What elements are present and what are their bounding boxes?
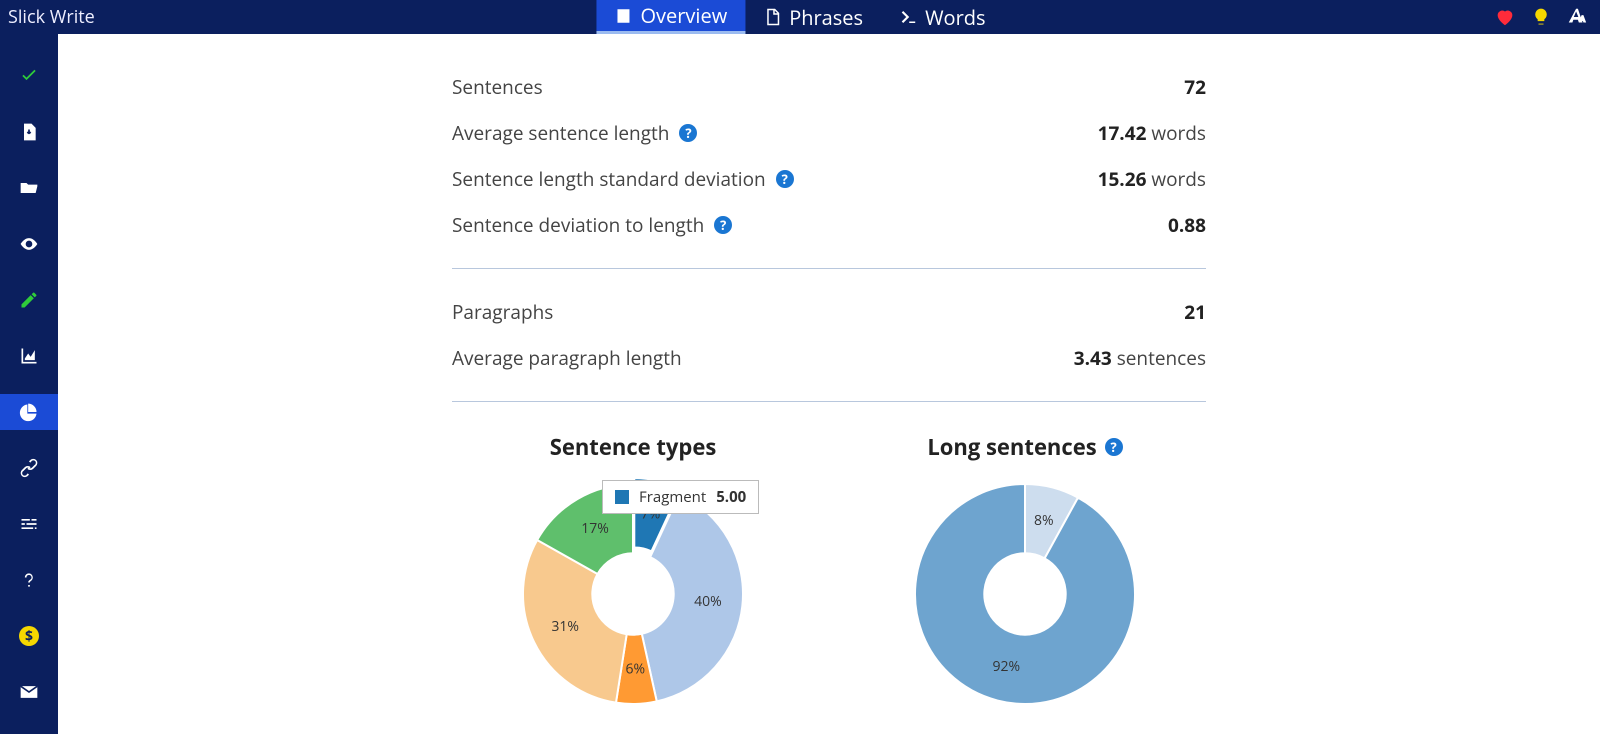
sliders-icon	[19, 514, 39, 534]
sidebar-item-help[interactable]	[0, 562, 58, 598]
topbar-right	[1494, 6, 1600, 28]
chart-tooltip: Fragment 5.00	[602, 480, 759, 514]
tab-label: Words	[925, 4, 985, 31]
pencil-icon	[19, 290, 39, 310]
sidebar-item-pie-chart[interactable]	[0, 394, 58, 430]
stat-unit: words	[1146, 166, 1206, 192]
stat-value: 17.42	[1098, 120, 1147, 146]
check-icon	[19, 66, 39, 86]
sidebar-item-open[interactable]	[0, 170, 58, 206]
tab-label: Phrases	[789, 4, 863, 31]
file-download-icon	[19, 122, 39, 142]
heart-icon[interactable]	[1494, 6, 1516, 28]
sidebar-item-settings[interactable]	[0, 506, 58, 542]
stat-label: Average paragraph length	[452, 345, 682, 371]
stat-value: 0.88	[1168, 212, 1206, 238]
svg-text:92%: 92%	[992, 657, 1020, 676]
stat-row: Sentences 72	[452, 64, 1206, 110]
words-icon	[899, 8, 917, 26]
svg-text:31%: 31%	[551, 617, 579, 636]
charts-row: Sentence types 7%40%6%31%17% Fragment 5.…	[452, 432, 1206, 714]
stat-value: 15.26	[1098, 166, 1147, 192]
tab-label: Overview	[640, 2, 727, 29]
text-size-icon[interactable]	[1566, 6, 1588, 28]
pie-chart-icon	[19, 402, 39, 422]
stat-label: Average sentence length	[452, 120, 669, 146]
svg-text:8%: 8%	[1034, 511, 1054, 530]
help-icon[interactable]: ?	[679, 124, 697, 142]
dollar-icon: $	[19, 626, 39, 646]
area-chart-icon	[19, 346, 39, 366]
main-content: Sentences 72 Average sentence length? 17…	[58, 34, 1600, 734]
stats-panel: Sentences 72 Average sentence length? 17…	[452, 34, 1206, 714]
donut-chart[interactable]: 8% 92%	[905, 474, 1145, 714]
sidebar-item-edit[interactable]	[0, 282, 58, 318]
separator	[452, 401, 1206, 402]
stat-value: 3.43	[1074, 345, 1112, 371]
sidebar-item-download[interactable]	[0, 114, 58, 150]
tab-strip: Overview Phrases Words	[596, 0, 1003, 34]
help-icon[interactable]: ?	[776, 170, 794, 188]
link-icon	[19, 458, 39, 478]
sidebar-item-area-chart[interactable]	[0, 338, 58, 374]
phrases-icon	[763, 8, 781, 26]
sidebar-item-mail[interactable]	[0, 674, 58, 710]
question-icon	[19, 570, 39, 590]
sentence-types-chart: Sentence types 7%40%6%31%17% Fragment 5.…	[452, 432, 814, 714]
tab-words[interactable]: Words	[881, 0, 1003, 34]
stat-label: Sentence length standard deviation	[452, 166, 766, 192]
svg-text:17%: 17%	[581, 519, 609, 538]
tab-overview[interactable]: Overview	[596, 0, 745, 34]
lightbulb-icon[interactable]	[1530, 6, 1552, 28]
tooltip-value: 5.00	[716, 487, 746, 507]
stat-value: 72	[1184, 74, 1206, 100]
sidebar-item-view[interactable]	[0, 226, 58, 262]
left-sidebar: $	[0, 34, 58, 734]
sentence-stats: Sentences 72 Average sentence length? 17…	[452, 64, 1206, 262]
long-sentences-chart: Long sentences ? 8% 92%	[844, 432, 1206, 714]
separator	[452, 268, 1206, 269]
stat-unit: words	[1146, 120, 1206, 146]
stat-label: Sentences	[452, 74, 543, 100]
eye-icon	[19, 234, 39, 254]
chart-title: Sentence types	[550, 432, 717, 462]
tooltip-name: Fragment	[639, 487, 706, 507]
stat-row: Paragraphs 21	[452, 289, 1206, 335]
stat-unit: sentences	[1112, 345, 1206, 371]
mail-icon	[19, 682, 39, 702]
sidebar-item-link[interactable]	[0, 450, 58, 486]
svg-text:6%: 6%	[626, 659, 646, 678]
top-navbar: Slick Write Overview Phrases Words	[0, 0, 1600, 34]
stat-value: 21	[1184, 299, 1206, 325]
brand-title: Slick Write	[0, 5, 109, 29]
help-icon[interactable]: ?	[714, 216, 732, 234]
paragraph-stats: Paragraphs 21 Average paragraph length 3…	[452, 289, 1206, 395]
stat-row: Average sentence length? 17.42 words	[452, 110, 1206, 156]
stat-label: Paragraphs	[452, 299, 553, 325]
svg-text:40%: 40%	[694, 592, 722, 611]
sidebar-item-donate[interactable]: $	[0, 618, 58, 654]
help-icon[interactable]: ?	[1105, 438, 1123, 456]
stat-row: Sentence deviation to length? 0.88	[452, 202, 1206, 248]
tooltip-swatch	[615, 490, 629, 504]
tab-phrases[interactable]: Phrases	[745, 0, 881, 34]
folder-open-icon	[19, 178, 39, 198]
stat-row: Average paragraph length 3.43 sentences	[452, 335, 1206, 381]
chart-title: Long sentences	[927, 432, 1096, 462]
overview-icon	[614, 7, 632, 25]
stat-row: Sentence length standard deviation? 15.2…	[452, 156, 1206, 202]
stat-label: Sentence deviation to length	[452, 212, 704, 238]
sidebar-item-check[interactable]	[0, 58, 58, 94]
